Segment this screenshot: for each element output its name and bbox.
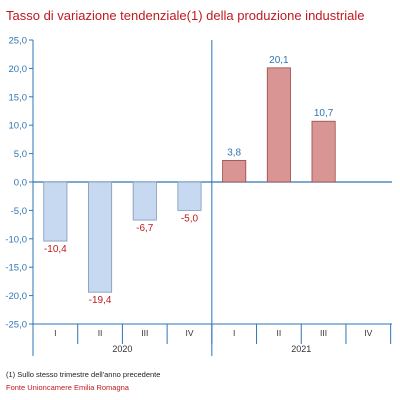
chart-title: Tasso di variazione tendenziale(1) della… <box>6 8 365 23</box>
category-label: III <box>320 328 327 338</box>
source-note: Fonte Unioncamere Emilia Romagna <box>6 383 129 392</box>
data-label: -10,4 <box>44 244 67 255</box>
y-tick-label: 0,0 <box>14 178 27 189</box>
footnote: (1) Sullo stesso trimestre dell'anno pre… <box>6 370 161 379</box>
bar <box>132 181 157 221</box>
y-tick-label: 25,0 <box>9 36 28 47</box>
category-label: II <box>98 328 103 338</box>
bar <box>88 181 113 293</box>
y-tick-label: -15,0 <box>5 263 27 274</box>
category-label: II <box>277 328 282 338</box>
bar <box>222 160 247 183</box>
data-label: -19,4 <box>89 295 112 306</box>
y-tick-label: -25,0 <box>5 320 27 331</box>
chart-data-labels: -10,4 -19,4 -6,7 -5,0 3,8 20,1 10,7 <box>44 55 334 306</box>
data-label: 3,8 <box>227 147 241 158</box>
category-label: I <box>54 328 56 338</box>
year-label: 2020 <box>112 344 132 354</box>
bar <box>43 181 68 242</box>
y-tick-label: -5,0 <box>11 206 27 217</box>
chart-bars <box>43 67 336 293</box>
category-label: III <box>141 328 148 338</box>
chart-axes: -25,0 -20,0 -15,0 -10,0 -5,0 0,0 5,0 10,0 15,0 20… <box>5 36 392 356</box>
category-label: IV <box>185 328 193 338</box>
data-label: 20,1 <box>269 55 289 66</box>
data-label: -5,0 <box>181 213 199 224</box>
category-label: I <box>233 328 235 338</box>
y-tick-label: 5,0 <box>14 149 27 160</box>
bar <box>311 120 336 183</box>
y-tick-label: -20,0 <box>5 291 27 302</box>
y-tick-label: 20,0 <box>9 64 28 75</box>
data-label: -6,7 <box>136 223 154 234</box>
y-tick-label: 10,0 <box>9 121 28 132</box>
y-tick-label: 15,0 <box>9 92 28 103</box>
data-label: 10,7 <box>314 108 334 119</box>
category-label: IV <box>364 328 372 338</box>
y-tick-label: -10,0 <box>5 234 27 245</box>
bar <box>266 67 291 183</box>
year-label: 2021 <box>291 344 311 354</box>
bar <box>177 181 202 211</box>
